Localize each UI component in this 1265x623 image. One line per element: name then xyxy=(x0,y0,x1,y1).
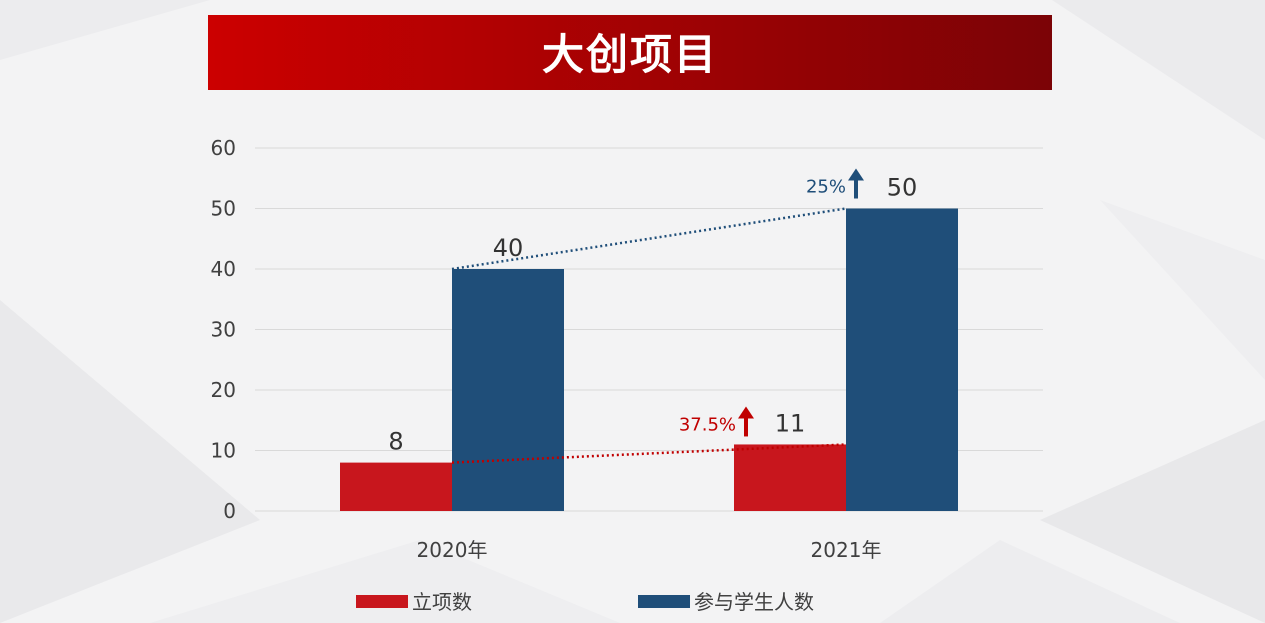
x-tick-label: 2021年 xyxy=(811,538,882,562)
title-banner: 大创项目 xyxy=(208,15,1052,90)
y-tick-label: 30 xyxy=(211,318,236,342)
bar xyxy=(734,444,846,511)
growth-arrowhead xyxy=(738,406,754,419)
trend-line xyxy=(451,443,847,464)
y-tick-label: 50 xyxy=(211,197,236,221)
legend-swatch xyxy=(638,595,690,608)
page-title: 大创项目 xyxy=(541,29,718,79)
y-tick-label: 60 xyxy=(211,136,236,160)
trend-line xyxy=(451,207,847,271)
legend-label: 参与学生人数 xyxy=(694,590,814,614)
bar xyxy=(340,462,452,511)
bar xyxy=(452,269,564,511)
y-tick-label: 10 xyxy=(211,439,236,463)
y-tick-label: 0 xyxy=(223,499,236,523)
y-tick-label: 20 xyxy=(211,378,236,402)
bar xyxy=(846,208,958,511)
data-label: 50 xyxy=(887,174,918,202)
growth-label: 37.5% xyxy=(679,414,736,435)
legend-label: 立项数 xyxy=(412,590,472,614)
data-label: 11 xyxy=(775,409,806,437)
y-tick-label: 40 xyxy=(211,257,236,281)
title-banner-fill xyxy=(208,15,1052,90)
legend-swatch xyxy=(356,595,408,608)
data-label: 8 xyxy=(388,428,403,456)
data-label: 40 xyxy=(493,234,524,262)
x-tick-label: 2020年 xyxy=(417,538,488,562)
growth-label: 25% xyxy=(806,177,846,198)
growth-arrowhead xyxy=(848,168,864,181)
